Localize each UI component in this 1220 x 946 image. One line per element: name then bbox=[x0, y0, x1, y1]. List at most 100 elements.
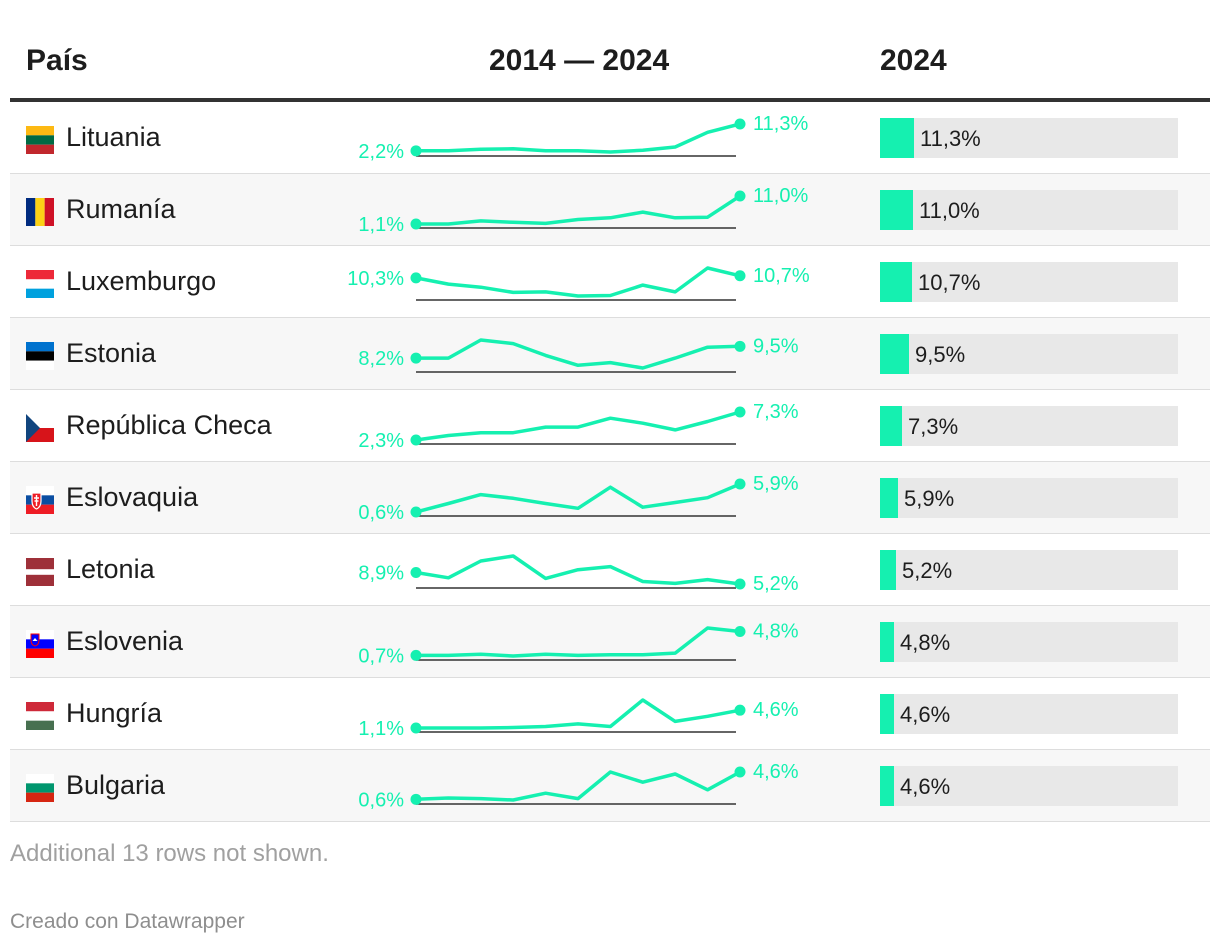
country-name: Eslovaquia bbox=[66, 482, 199, 512]
sparkline-start-label: 0,7% bbox=[358, 645, 404, 667]
table-row: Lituania 2,2% 11,3% 11,3% bbox=[10, 102, 1210, 174]
sparkline-end-label: 10,7% bbox=[753, 265, 810, 287]
sparkline-end-point bbox=[734, 190, 746, 202]
sparkline-end-label: 4,6% bbox=[753, 699, 799, 721]
bar-track: 4,6% bbox=[880, 766, 1178, 806]
bar-fill bbox=[880, 190, 913, 230]
bar-fill bbox=[880, 334, 909, 374]
bar-value-label: 4,6% bbox=[900, 702, 951, 727]
country-name: República Checa bbox=[66, 410, 272, 440]
sparkline-start-point bbox=[410, 145, 422, 157]
country-name: Letonia bbox=[66, 554, 155, 584]
sparkline-start-point bbox=[410, 506, 422, 518]
sparkline-start-point bbox=[410, 218, 422, 230]
bar-track: 4,8% bbox=[880, 622, 1178, 662]
sparkline-end-label: 11,3% bbox=[753, 113, 808, 135]
table-row: Hungría 1,1% 4,6% 4,6% bbox=[10, 678, 1210, 750]
sparkline: 0,6% 5,9% bbox=[358, 473, 799, 524]
country-name: Hungría bbox=[66, 698, 163, 728]
sparkline-end-point bbox=[734, 626, 746, 637]
country-name: Eslovenia bbox=[66, 626, 184, 656]
table-row: Rumanía 1,1% 11,0% 11,0% bbox=[10, 174, 1210, 246]
bar-fill bbox=[880, 622, 894, 662]
country-name: Bulgaria bbox=[66, 770, 166, 800]
country-name: Estonia bbox=[66, 338, 157, 368]
bar-track: 10,7% bbox=[880, 262, 1178, 302]
bar-value-label: 11,0% bbox=[919, 198, 980, 223]
sparkline-start-label: 0,6% bbox=[358, 789, 404, 811]
flag-ee-icon bbox=[26, 342, 54, 370]
sparkline-end-label: 5,9% bbox=[753, 473, 799, 495]
sparkline-end-point bbox=[734, 406, 746, 418]
table-row: Letonia 8,9% 5,2% 5,2% bbox=[10, 534, 1210, 606]
sparkline-start-label: 10,3% bbox=[347, 268, 404, 290]
table-row: Eslovenia 0,7% 4,8% 4,8% bbox=[10, 606, 1210, 678]
bar-value-label: 10,7% bbox=[918, 270, 981, 295]
sparkline-start-point bbox=[410, 272, 422, 284]
header-rule bbox=[10, 98, 1210, 102]
table-row: Estonia 8,2% 9,5% 9,5% bbox=[10, 318, 1210, 390]
header-year[interactable]: 2024 bbox=[880, 44, 947, 77]
bar-value-label: 4,8% bbox=[900, 630, 951, 655]
footer-credit: Creado con Datawrapper bbox=[10, 910, 245, 933]
bar-value-label: 11,3% bbox=[920, 126, 981, 151]
sparkline-start-point bbox=[410, 434, 422, 446]
sparkline-start-point bbox=[410, 352, 422, 364]
flag-sk-icon bbox=[26, 486, 54, 514]
sparkline: 10,3% 10,7% bbox=[347, 265, 810, 301]
country-name: Lituania bbox=[66, 122, 161, 152]
sparkline-line bbox=[416, 698, 741, 730]
sparkline-line bbox=[415, 770, 741, 802]
sparkline-start-point bbox=[410, 722, 422, 734]
flag-cz-icon bbox=[26, 414, 54, 442]
bar-track: 5,9% bbox=[880, 478, 1178, 518]
sparkline: 1,1% 11,0% bbox=[358, 185, 808, 236]
bar-track: 4,6% bbox=[880, 694, 1178, 734]
sparkline-end-point bbox=[734, 704, 746, 716]
sparkline-end-label: 5,2% bbox=[753, 573, 799, 595]
table-row: Luxemburgo 10,3% 10,7% 10,7% bbox=[10, 246, 1210, 318]
sparkline-line bbox=[416, 194, 741, 226]
country-name: Rumanía bbox=[66, 194, 176, 224]
sparkline-start-label: 8,2% bbox=[358, 348, 404, 370]
sparkline: 2,3% 7,3% bbox=[358, 401, 799, 452]
flag-bg-icon bbox=[26, 774, 54, 802]
sparkline-end-point bbox=[734, 270, 746, 282]
sparkline: 8,9% 5,2% bbox=[358, 554, 799, 595]
sparkline-start-point bbox=[410, 793, 422, 805]
sparkline-line bbox=[416, 122, 741, 154]
header-country[interactable]: País bbox=[26, 44, 88, 77]
sparkline-start-label: 2,2% bbox=[358, 141, 404, 163]
sparkline-end-point bbox=[734, 578, 746, 590]
bar-fill bbox=[880, 694, 894, 734]
sparkline-start-label: 8,9% bbox=[358, 562, 404, 584]
flag-lu-icon bbox=[26, 270, 54, 298]
header-trend[interactable]: 2014 — 2024 bbox=[489, 44, 670, 77]
sparkline-start-label: 1,1% bbox=[358, 214, 404, 236]
sparkline-start-point bbox=[410, 649, 422, 661]
sparkline-end-point bbox=[734, 478, 746, 490]
bar-value-label: 5,2% bbox=[902, 558, 953, 583]
bar-value-label: 7,3% bbox=[908, 414, 959, 439]
country-name: Luxemburgo bbox=[66, 266, 217, 296]
sparkline-end-point bbox=[734, 118, 746, 130]
sparkline-line bbox=[416, 338, 741, 370]
sparkline-end-label: 9,5% bbox=[753, 335, 799, 357]
sparkline: 2,2% 11,3% bbox=[358, 113, 808, 163]
sparkline: 8,2% 9,5% bbox=[358, 335, 799, 373]
sparkline: 1,1% 4,6% bbox=[358, 698, 799, 740]
bar-track: 11,3% bbox=[880, 118, 1178, 158]
flag-lv-icon bbox=[26, 558, 54, 586]
sparkline-end-label: 4,8% bbox=[753, 621, 799, 643]
flag-ro-icon bbox=[26, 198, 54, 226]
sparkline-end-label: 11,0% bbox=[753, 185, 808, 207]
sparkline: 0,6% 4,6% bbox=[358, 761, 798, 811]
bar-value-label: 5,9% bbox=[904, 486, 955, 511]
sparkline-line bbox=[415, 482, 741, 514]
footer-note: Additional 13 rows not shown. bbox=[10, 840, 329, 867]
sparkline-end-point bbox=[734, 766, 746, 778]
flag-hu-icon bbox=[26, 702, 54, 730]
sparkline-start-label: 1,1% bbox=[358, 718, 404, 740]
bar-value-label: 4,6% bbox=[900, 774, 951, 799]
sparkline-end-label: 7,3% bbox=[753, 401, 799, 423]
